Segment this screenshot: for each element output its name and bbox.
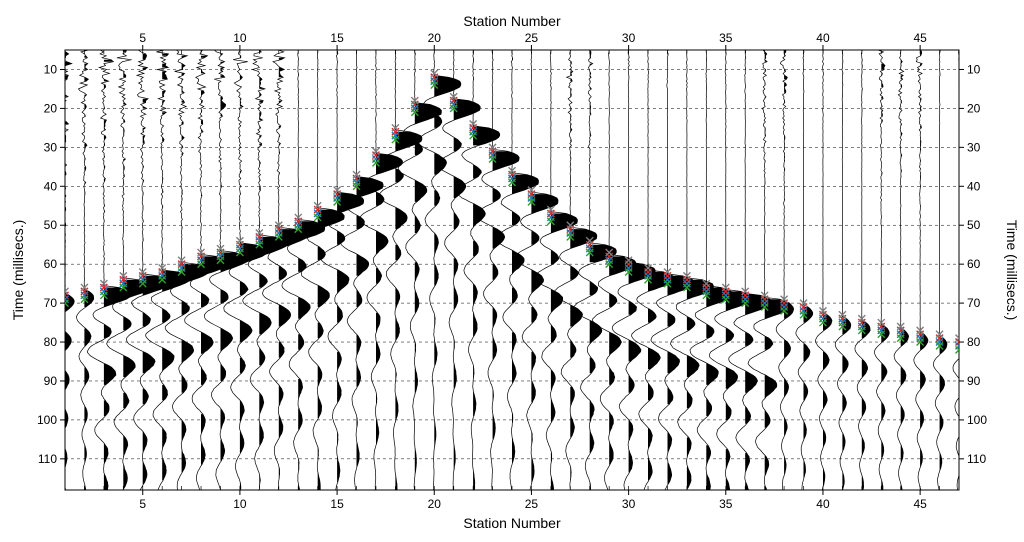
y-tick-label: 20 xyxy=(44,101,58,115)
x-tick-label: 45 xyxy=(913,497,927,511)
x-tick-label: 20 xyxy=(428,497,442,511)
x-tick-label: 10 xyxy=(233,31,247,45)
y-tick-label: 40 xyxy=(967,179,981,193)
y-tick-label: 30 xyxy=(44,140,58,154)
y-tick-label: 90 xyxy=(967,374,981,388)
x-tick-label: 25 xyxy=(525,497,539,511)
x-axis-label-top: Station Number xyxy=(463,13,561,29)
y-tick-label: 100 xyxy=(37,413,57,427)
y-axis-label-right: Time (millisecs.) xyxy=(1004,220,1020,321)
y-tick-label: 10 xyxy=(967,62,981,76)
y-axis-label-left: Time (millisecs.) xyxy=(10,220,26,321)
y-tick-label: 20 xyxy=(967,101,981,115)
y-tick-label: 10 xyxy=(44,62,58,76)
y-tick-label: 100 xyxy=(967,413,987,427)
y-tick-label: 110 xyxy=(967,452,986,466)
x-tick-label: 15 xyxy=(330,497,344,511)
y-tick-label: 50 xyxy=(44,218,58,232)
y-tick-label: 90 xyxy=(44,374,58,388)
x-tick-label: 15 xyxy=(330,31,344,45)
x-tick-label: 30 xyxy=(622,31,636,45)
x-tick-label: 5 xyxy=(139,31,146,45)
y-tick-label: 70 xyxy=(44,296,58,310)
y-tick-label: 60 xyxy=(44,257,58,271)
seismic-shot-gather: 5 10 15 20 25 30 35 40 45 5 10 15 20 25 30 35 40 45 10 10 20… xyxy=(0,0,1024,542)
x-tick-label: 45 xyxy=(913,31,927,45)
y-tick-label: 40 xyxy=(44,179,58,193)
x-tick-label: 30 xyxy=(622,497,636,511)
y-tick-label: 80 xyxy=(44,335,58,349)
y-tick-label: 60 xyxy=(967,257,981,271)
x-tick-label: 20 xyxy=(428,31,442,45)
y-tick-label: 70 xyxy=(967,296,981,310)
x-tick-label: 40 xyxy=(816,31,830,45)
x-tick-label: 35 xyxy=(719,31,733,45)
x-tick-label: 40 xyxy=(816,497,830,511)
y-tick-label: 80 xyxy=(967,335,981,349)
x-axis-label-bottom: Station Number xyxy=(463,515,561,531)
x-tick-label: 5 xyxy=(139,497,146,511)
y-tick-label: 30 xyxy=(967,140,981,154)
x-tick-label: 25 xyxy=(525,31,539,45)
y-tick-label: 50 xyxy=(967,218,981,232)
y-tick-label: 110 xyxy=(38,452,57,466)
x-tick-label: 35 xyxy=(719,497,733,511)
x-tick-label: 10 xyxy=(233,497,247,511)
plot-svg: 5 10 15 20 25 30 35 40 45 5 10 15 20 25 30 35 40 45 10 10 20… xyxy=(0,0,1024,542)
